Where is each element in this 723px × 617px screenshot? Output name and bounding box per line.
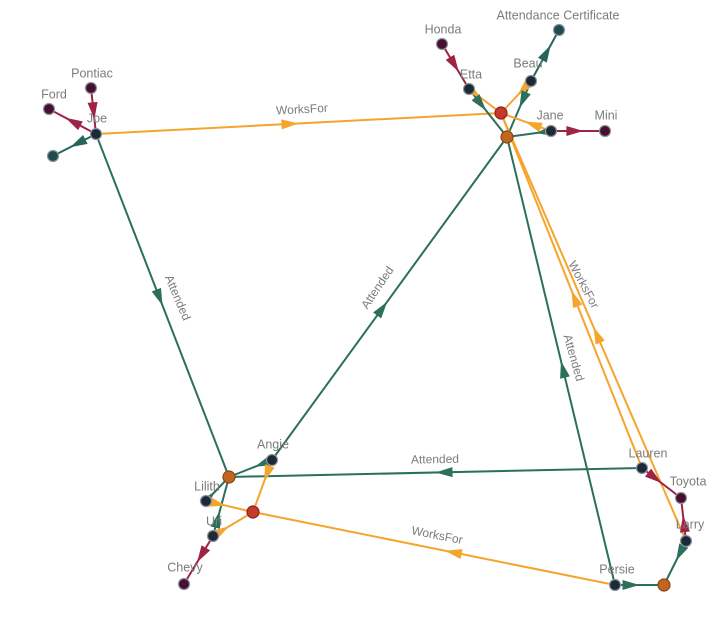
node-honda[interactable] <box>435 37 449 51</box>
node-attcert[interactable] <box>552 23 566 37</box>
node-pontiac[interactable] <box>84 81 98 95</box>
node-label-angie: Angie <box>257 437 289 451</box>
arrowhead-lauren-toyota <box>644 468 662 483</box>
arrowhead-honda-etta <box>445 54 459 72</box>
arrowhead-persie-event1 <box>560 361 570 379</box>
arrowhead-persie-company2 <box>444 549 463 559</box>
node-event1[interactable] <box>500 130 514 144</box>
node-label-etta: Etta <box>460 67 482 81</box>
arrowhead-beau-event1 <box>519 90 531 108</box>
arrowhead-joe-ford <box>65 117 83 131</box>
node-label-persie: Persie <box>599 562 634 576</box>
node-cert2[interactable] <box>46 149 60 163</box>
node-uri[interactable] <box>206 529 220 543</box>
edge-label-lauren-event2: Attended <box>411 452 459 467</box>
edge-label-joe-company1: WorksFor <box>276 101 328 118</box>
arrowhead-pontiac-joe <box>87 101 98 120</box>
node-beau[interactable] <box>524 74 538 88</box>
arrowhead-uri-chevy <box>197 545 211 563</box>
node-label-chevy: Chevy <box>167 560 203 574</box>
node-label-toyota: Toyota <box>670 474 707 488</box>
node-label-lilith: Lilith <box>194 479 220 493</box>
arrowhead-joe-cert2 <box>70 135 88 148</box>
node-company1[interactable] <box>494 106 508 120</box>
node-etta[interactable] <box>462 82 476 96</box>
node-jane[interactable] <box>544 124 558 138</box>
node-mini[interactable] <box>598 124 612 138</box>
node-company2[interactable] <box>246 505 260 519</box>
edge-persie-company2[interactable] <box>252 511 616 586</box>
node-label-ford: Ford <box>41 87 67 101</box>
node-angie[interactable] <box>265 453 279 467</box>
arrowhead-angie-company2 <box>264 464 275 482</box>
node-chevy[interactable] <box>177 577 191 591</box>
arrowhead-lauren-event2 <box>435 467 453 478</box>
edge-beau-event1[interactable] <box>506 80 532 138</box>
node-label-joe: Joe <box>87 111 107 125</box>
node-label-beau: Beau <box>513 56 542 70</box>
arrowhead-larry-toyota <box>679 515 690 533</box>
arrowhead-lauren-company1 <box>571 290 583 309</box>
edge-etta-event1[interactable] <box>468 88 508 138</box>
node-label-attcert: Attendance Certificate <box>497 8 620 22</box>
arrowhead-persie-event3 <box>622 580 640 590</box>
arrowhead-jane-company1 <box>525 121 543 133</box>
node-lilith[interactable] <box>199 494 213 508</box>
node-event2[interactable] <box>222 470 236 484</box>
edge-label-angie-event1: Attended <box>358 264 396 312</box>
node-label-larry: Larry <box>676 517 705 531</box>
node-label-honda: Honda <box>425 22 462 36</box>
arrowhead-jane-mini <box>566 126 584 136</box>
node-joe[interactable] <box>89 127 103 141</box>
node-larry[interactable] <box>679 534 693 548</box>
arrowhead-beau-attcert <box>538 45 551 63</box>
node-label-pontiac: Pontiac <box>71 66 113 80</box>
arrowhead-lilith-company2 <box>208 496 226 507</box>
arrowhead-angie-event1 <box>373 301 388 319</box>
edge-angie-event1[interactable] <box>271 136 508 461</box>
edge-label-persie-company2: WorksFor <box>410 523 464 547</box>
arrowhead-etta-event1 <box>471 94 487 111</box>
node-toyota[interactable] <box>674 491 688 505</box>
node-label-mini: Mini <box>595 108 618 122</box>
arrowhead-uri-event2 <box>210 511 221 529</box>
arrowhead-joe-company1 <box>281 119 299 130</box>
node-lauren[interactable] <box>635 461 649 475</box>
arrowhead-joe-event2 <box>151 287 163 306</box>
node-persie[interactable] <box>608 578 622 592</box>
node-ford[interactable] <box>42 102 56 116</box>
node-label-jane: Jane <box>536 108 563 122</box>
arrowhead-larry-event3 <box>676 543 689 561</box>
node-label-uri: Uri <box>206 514 222 528</box>
arrowhead-larry-company1 <box>593 327 605 345</box>
node-event3[interactable] <box>657 578 671 592</box>
node-label-lauren: Lauren <box>629 446 668 460</box>
